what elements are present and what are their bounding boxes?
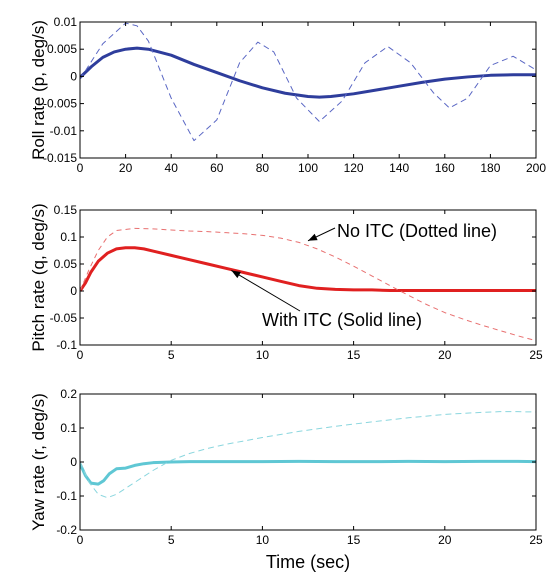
y-tick-label: -0.01: [50, 124, 78, 138]
y-tick-label: -0.2: [56, 523, 77, 537]
y-tick-label: 0.2: [60, 387, 77, 401]
x-tick-label: 0: [77, 533, 84, 547]
y-tick-label: 0.01: [54, 15, 78, 29]
y-axis-label: Roll rate (p, deg/s): [29, 20, 48, 160]
x-tick-label: 200: [526, 161, 546, 175]
arrowhead-icon: [308, 233, 318, 241]
series-solid-line: [80, 459, 536, 486]
y-axis-label: Pitch rate (q, deg/s): [29, 203, 48, 351]
plot-frame: [79, 209, 537, 346]
x-tick-label: 60: [210, 161, 224, 175]
y-tick-label: 0.1: [60, 421, 77, 435]
annotation-label: No ITC (Dotted line): [337, 221, 497, 241]
x-tick-label: 0: [77, 348, 84, 362]
panel-3: 0 5 10 15 20 25 0.2 0.1 0 -0.1 -0.2 Yaw rate (r, de…: [29, 387, 543, 572]
x-tick-label: 25: [529, 533, 543, 547]
y-tick-label: 0.15: [54, 203, 78, 217]
x-tick-label: 20: [119, 161, 133, 175]
y-tick-label: 0: [70, 69, 77, 83]
annotation-label: With ITC (Solid line): [262, 310, 422, 330]
x-tick-label: 100: [298, 161, 318, 175]
y-tick-label: 0.05: [54, 257, 78, 271]
plot-frame: [79, 21, 537, 159]
x-tick-label: 20: [438, 533, 452, 547]
x-tick-label: 15: [347, 348, 361, 362]
x-tick-label: 80: [256, 161, 270, 175]
x-tick-label: 180: [480, 161, 500, 175]
y-tick-label: 0: [70, 284, 77, 298]
y-tick-label: 0: [70, 455, 77, 469]
x-tick-label: 10: [256, 533, 270, 547]
series-solid-line: [80, 46, 536, 99]
series-dashed-line: [80, 411, 536, 499]
y-tick-label: -0.1: [56, 489, 77, 503]
series-dashed-line: [80, 22, 536, 142]
x-tick-label: 5: [168, 348, 175, 362]
x-axis-label: Time (sec): [266, 552, 350, 572]
panel-2: 0 5 10 15 20 25 0.15 0.1 0.05 0 -0.05 -0.1 Pitch rat…: [29, 203, 543, 362]
y-tick-label: -0.05: [50, 311, 78, 325]
y-axis-label: Yaw rate (r, deg/s): [29, 393, 48, 531]
panel-1: 0 20 40 60 80 100 120 140 160 180 2000.010.0050-0.…: [29, 15, 546, 175]
x-tick-label: 10: [256, 348, 270, 362]
x-tick-label: 15: [347, 533, 361, 547]
y-tick-label: 0.1: [60, 230, 77, 244]
x-tick-label: 20: [438, 348, 452, 362]
x-tick-label: 40: [165, 161, 179, 175]
x-tick-label: 160: [435, 161, 455, 175]
y-tick-label: -0.1: [56, 338, 77, 352]
series-solid-line: [80, 246, 536, 292]
y-tick-label: 0.005: [47, 42, 77, 56]
y-tick-label: -0.015: [43, 151, 77, 165]
x-tick-label: 5: [168, 533, 175, 547]
x-tick-label: 140: [389, 161, 409, 175]
x-tick-label: 0: [77, 161, 84, 175]
x-tick-label: 120: [344, 161, 364, 175]
annotation-arrow: [231, 270, 301, 312]
y-tick-label: -0.005: [43, 97, 77, 111]
series-dashed-line: [80, 227, 536, 342]
arrowhead-icon: [231, 270, 241, 279]
x-tick-label: 25: [529, 348, 543, 362]
